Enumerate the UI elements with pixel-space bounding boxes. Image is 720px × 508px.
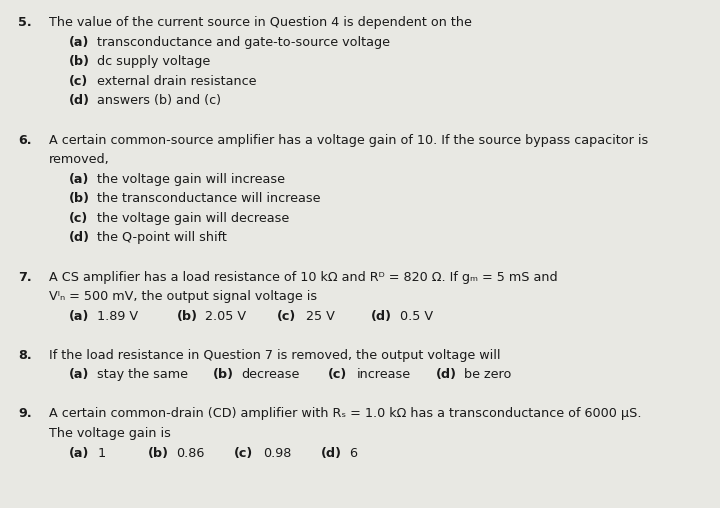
Text: 0.5 V: 0.5 V <box>400 310 433 323</box>
Text: The value of the current source in Question 4 is dependent on the: The value of the current source in Quest… <box>49 16 472 29</box>
Text: (a): (a) <box>68 173 89 186</box>
Text: 1: 1 <box>97 447 105 460</box>
Text: 0.98: 0.98 <box>263 447 291 460</box>
Text: increase: increase <box>356 368 410 382</box>
Text: A certain common-source amplifier has a voltage gain of 10. If the source bypass: A certain common-source amplifier has a … <box>49 134 648 147</box>
Text: decrease: decrease <box>241 368 300 382</box>
Text: 7.: 7. <box>18 270 32 283</box>
Text: If the load resistance in Question 7 is removed, the output voltage will: If the load resistance in Question 7 is … <box>49 348 500 362</box>
Text: 8.: 8. <box>18 348 32 362</box>
Text: (d): (d) <box>68 232 89 244</box>
Text: Vᴵₙ = 500 mV, the output signal voltage is: Vᴵₙ = 500 mV, the output signal voltage … <box>49 290 317 303</box>
Text: the transconductance will increase: the transconductance will increase <box>97 193 320 205</box>
Text: The voltage gain is: The voltage gain is <box>49 427 171 440</box>
Text: 5.: 5. <box>18 16 32 29</box>
Text: the voltage gain will increase: the voltage gain will increase <box>97 173 285 186</box>
Text: (c): (c) <box>277 310 297 323</box>
Text: (c): (c) <box>68 212 88 225</box>
Text: (b): (b) <box>68 55 89 69</box>
Text: the Q-point will shift: the Q-point will shift <box>97 232 227 244</box>
Text: be zero: be zero <box>464 368 512 382</box>
Text: removed,: removed, <box>49 153 109 166</box>
Text: (d): (d) <box>371 310 392 323</box>
Text: (c): (c) <box>328 368 347 382</box>
Text: A certain common-drain (CD) amplifier with Rₛ = 1.0 kΩ has a transconductance of: A certain common-drain (CD) amplifier wi… <box>49 407 642 421</box>
Text: transconductance and gate-to-source voltage: transconductance and gate-to-source volt… <box>97 36 390 49</box>
Text: (a): (a) <box>68 368 89 382</box>
Text: (b): (b) <box>68 193 89 205</box>
Text: (b): (b) <box>148 447 168 460</box>
Text: (d): (d) <box>68 94 89 108</box>
Text: A CS amplifier has a load resistance of 10 kΩ and Rᴰ = 820 Ω. If gₘ = 5 mS and: A CS amplifier has a load resistance of … <box>49 270 557 283</box>
Text: 25 V: 25 V <box>306 310 335 323</box>
Text: (d): (d) <box>320 447 341 460</box>
Text: 2.05 V: 2.05 V <box>205 310 246 323</box>
Text: (c): (c) <box>68 75 88 88</box>
Text: (c): (c) <box>234 447 253 460</box>
Text: the voltage gain will decrease: the voltage gain will decrease <box>97 212 289 225</box>
Text: (a): (a) <box>68 310 89 323</box>
Text: (b): (b) <box>176 310 197 323</box>
Text: 0.86: 0.86 <box>176 447 204 460</box>
Text: 6.: 6. <box>18 134 32 147</box>
Text: external drain resistance: external drain resistance <box>97 75 257 88</box>
Text: 1.89 V: 1.89 V <box>97 310 138 323</box>
Text: (a): (a) <box>68 447 89 460</box>
Text: 9.: 9. <box>18 407 32 421</box>
Text: (a): (a) <box>68 36 89 49</box>
Text: (b): (b) <box>212 368 233 382</box>
Text: answers (b) and (c): answers (b) and (c) <box>97 94 221 108</box>
Text: 6: 6 <box>349 447 357 460</box>
Text: stay the same: stay the same <box>97 368 188 382</box>
Text: dc supply voltage: dc supply voltage <box>97 55 210 69</box>
Text: (d): (d) <box>436 368 456 382</box>
